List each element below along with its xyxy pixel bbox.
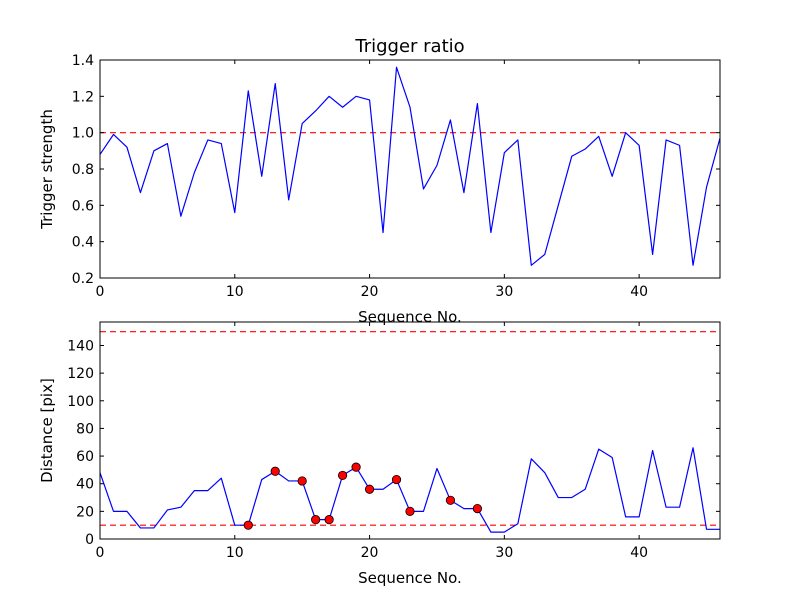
x-tick-label: 0 <box>96 284 105 300</box>
highlight-point <box>351 462 361 472</box>
x-tick-label: 20 <box>361 545 379 561</box>
y-axis-label: Distance [pix] <box>38 378 56 483</box>
y-tick-label: 120 <box>67 366 94 382</box>
distance-panel: 0 10 20 30 40 0 20 40 60 80 100 120 140 Sequence No. D… <box>38 321 721 587</box>
x-tick-label: 0 <box>96 545 105 561</box>
x-tick-label: 40 <box>630 545 648 561</box>
y-tick-label: 1.0 <box>72 126 94 142</box>
x-tick-label: 40 <box>630 284 648 300</box>
highlight-point <box>445 495 456 505</box>
chart-title: Trigger ratio <box>354 36 464 57</box>
y-tick-label: 1.4 <box>72 53 94 69</box>
y-tick-label: 80 <box>76 421 94 437</box>
x-tick-label: 10 <box>226 545 244 561</box>
y-tick-label: 0.2 <box>72 271 94 287</box>
y-tick-label: 0.8 <box>72 162 94 178</box>
highlight-point <box>338 470 348 481</box>
y-tick-label: 140 <box>67 338 94 354</box>
series-line <box>99 447 720 533</box>
y-tick-label: 40 <box>76 477 94 493</box>
axes-frame <box>99 59 721 279</box>
x-axis-label: Sequence No. <box>358 569 462 587</box>
x-tick-label: 20 <box>361 284 379 300</box>
y-tick-label: 100 <box>67 394 94 410</box>
series-line <box>99 66 721 266</box>
y-tick-label: 60 <box>76 449 94 465</box>
y-axis-label: Trigger strength <box>38 109 56 230</box>
highlight-point <box>364 484 375 494</box>
y-tick-label: 0.6 <box>72 198 94 214</box>
highlight-point <box>311 515 321 525</box>
y-tick-label: 0 <box>85 532 94 548</box>
x-axis-label: Sequence No. <box>358 308 462 326</box>
x-tick-label: 30 <box>495 545 513 561</box>
highlight-point <box>324 515 334 525</box>
y-tick-label: 20 <box>76 504 94 520</box>
trigger-ratio-panel: 0 10 20 30 40 0.2 0.4 0.6 0.8 1.0 1.2 1.4 Sequence N… <box>38 36 721 326</box>
highlight-point <box>243 520 253 530</box>
highlight-point <box>391 474 402 485</box>
highlight-point <box>405 506 415 516</box>
highlight-point <box>270 466 280 476</box>
highlight-point <box>297 476 307 486</box>
x-tick-label: 30 <box>495 284 513 300</box>
y-tick-label: 0.4 <box>72 235 94 251</box>
highlight-point <box>472 503 482 514</box>
axes-frame <box>99 321 721 540</box>
y-tick-label: 1.2 <box>72 89 94 105</box>
x-tick-label: 10 <box>226 284 244 300</box>
